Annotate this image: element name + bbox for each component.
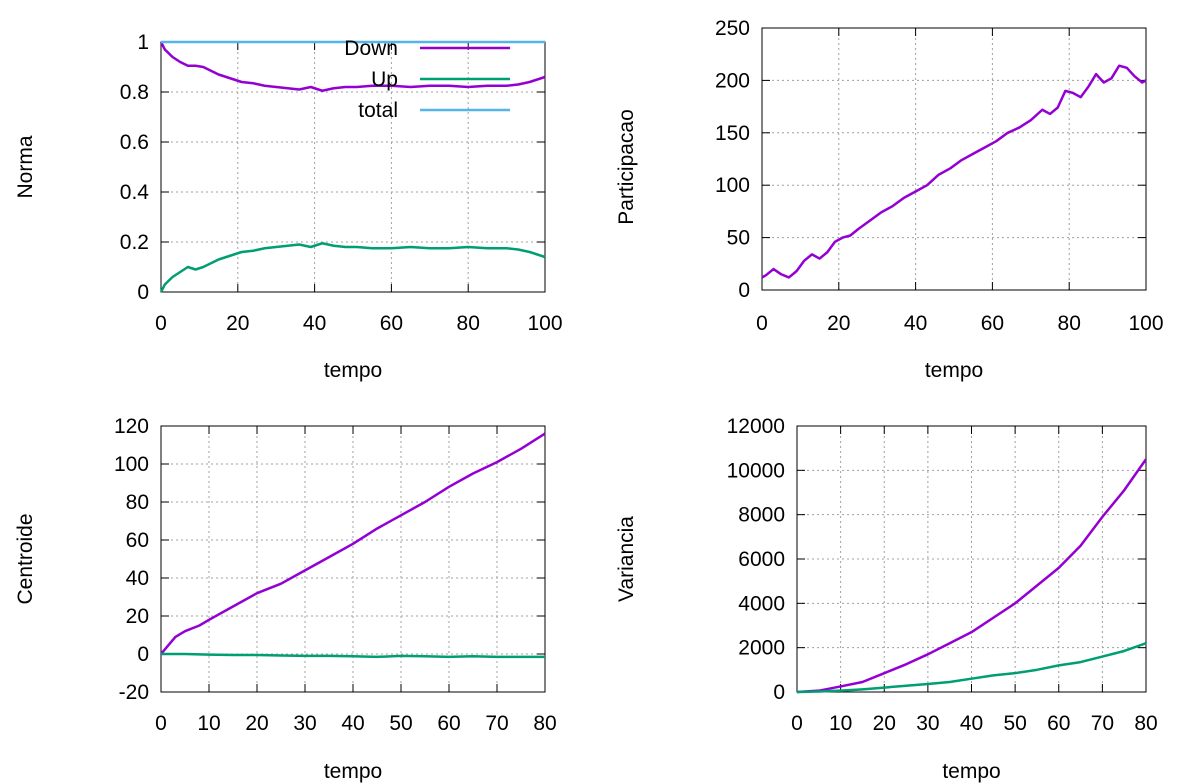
- x-tick-label: 60: [437, 712, 460, 735]
- x-tick-label: 60: [380, 312, 403, 335]
- chart-4: 0 10 20 30 40 50 60 70 80 0 2000 4000 6000 8000 10000 1…: [615, 415, 1158, 783]
- series-line-1: [796, 458, 1148, 694]
- x-tick-label: 0: [756, 312, 768, 335]
- y-tick-label: 100: [114, 453, 149, 476]
- y-tick-label: 0: [137, 643, 149, 666]
- x-tick-label: 20: [245, 712, 268, 735]
- x-tick-label: 40: [904, 312, 927, 335]
- y-tick-label: 0: [738, 279, 750, 302]
- x-tick-label: 100: [1128, 312, 1163, 335]
- y-tick-label: 40: [126, 567, 149, 590]
- x-axis-label: tempo: [942, 760, 1000, 783]
- x-tick-label: 70: [1091, 712, 1114, 735]
- x-tick-label: 20: [873, 712, 896, 735]
- y-tick-label: 0: [773, 681, 785, 704]
- x-tick-label: 100: [527, 312, 562, 335]
- y-tick-label: 0.4: [120, 181, 150, 204]
- series-line-up: [159, 242, 546, 293]
- x-tick-label: 40: [303, 312, 326, 335]
- y-tick-label: 100: [715, 174, 750, 197]
- plot-frame: [761, 27, 1147, 291]
- legend-label-total: total: [358, 99, 398, 122]
- y-tick-label: 80: [126, 491, 149, 514]
- chart-1: 0 20 40 60 80 100 0 0.2 0.4 0.6 0.8 1 tempo Norma Down…: [14, 31, 563, 382]
- x-tick-label: 60: [981, 312, 1004, 335]
- y-axis-label: Participacao: [615, 109, 638, 225]
- y-tick-label: 50: [727, 227, 750, 250]
- y-tick-label: 0: [137, 281, 149, 304]
- x-tick-label: 50: [389, 712, 412, 735]
- y-tick-label: -20: [119, 681, 149, 704]
- y-tick-label: 12000: [727, 415, 785, 438]
- x-axis-label: tempo: [925, 359, 983, 382]
- series-line-down: [159, 41, 546, 92]
- x-tick-label: 70: [485, 712, 508, 735]
- y-tick-label: 0.8: [120, 81, 149, 104]
- x-tick-label: 30: [916, 712, 939, 735]
- y-axis-label: Variancia: [615, 516, 638, 602]
- y-tick-label: 250: [715, 17, 750, 40]
- x-tick-label: 80: [1058, 312, 1081, 335]
- y-tick-label: 120: [114, 415, 149, 438]
- x-tick-label: 80: [533, 712, 556, 735]
- chart-3: 0 10 20 30 40 50 60 70 80 -20 0 20 40 60 80 100 120 tempo…: [14, 415, 557, 783]
- x-tick-label: 20: [226, 312, 249, 335]
- y-axis-label: Norma: [14, 135, 37, 198]
- legend-label-up: Up: [371, 68, 398, 91]
- x-tick-label: 80: [457, 312, 480, 335]
- x-tick-label: 50: [1003, 712, 1026, 735]
- series-line-1: [160, 432, 546, 655]
- y-tick-label: 60: [126, 529, 149, 552]
- x-axis-label: tempo: [324, 359, 382, 382]
- x-tick-label: 0: [155, 312, 167, 335]
- y-tick-label: 0.6: [120, 131, 149, 154]
- x-tick-label: 80: [1134, 712, 1157, 735]
- series-line-2: [796, 642, 1147, 694]
- x-tick-label: 30: [293, 712, 316, 735]
- y-tick-label: 2000: [738, 637, 785, 660]
- x-tick-label: 40: [341, 712, 364, 735]
- x-tick-label: 0: [155, 712, 167, 735]
- y-tick-label: 10000: [727, 459, 785, 482]
- series-line-2: [161, 652, 545, 659]
- y-tick-label: 8000: [738, 504, 785, 527]
- x-tick-label: 60: [1047, 712, 1070, 735]
- y-tick-label: 20: [126, 605, 149, 628]
- x-tick-label: 40: [960, 712, 983, 735]
- y-tick-label: 150: [715, 122, 750, 145]
- x-tick-label: 20: [827, 312, 850, 335]
- y-axis-label: Centroide: [14, 513, 37, 604]
- chart-2: 0 20 40 60 80 100 0 50 100 150 200 250 tempo Particip…: [615, 17, 1164, 382]
- y-tick-label: 1: [137, 31, 149, 54]
- y-tick-label: 0.2: [120, 231, 149, 254]
- y-tick-label: 200: [715, 69, 750, 92]
- x-axis-label: tempo: [324, 760, 382, 783]
- x-tick-label: 10: [197, 712, 220, 735]
- y-tick-label: 4000: [738, 592, 785, 615]
- x-tick-label: 0: [791, 712, 803, 735]
- y-tick-label: 6000: [738, 548, 785, 571]
- legend-label-down: Down: [344, 37, 398, 60]
- x-tick-label: 10: [829, 712, 852, 735]
- series-line-1: [761, 64, 1147, 279]
